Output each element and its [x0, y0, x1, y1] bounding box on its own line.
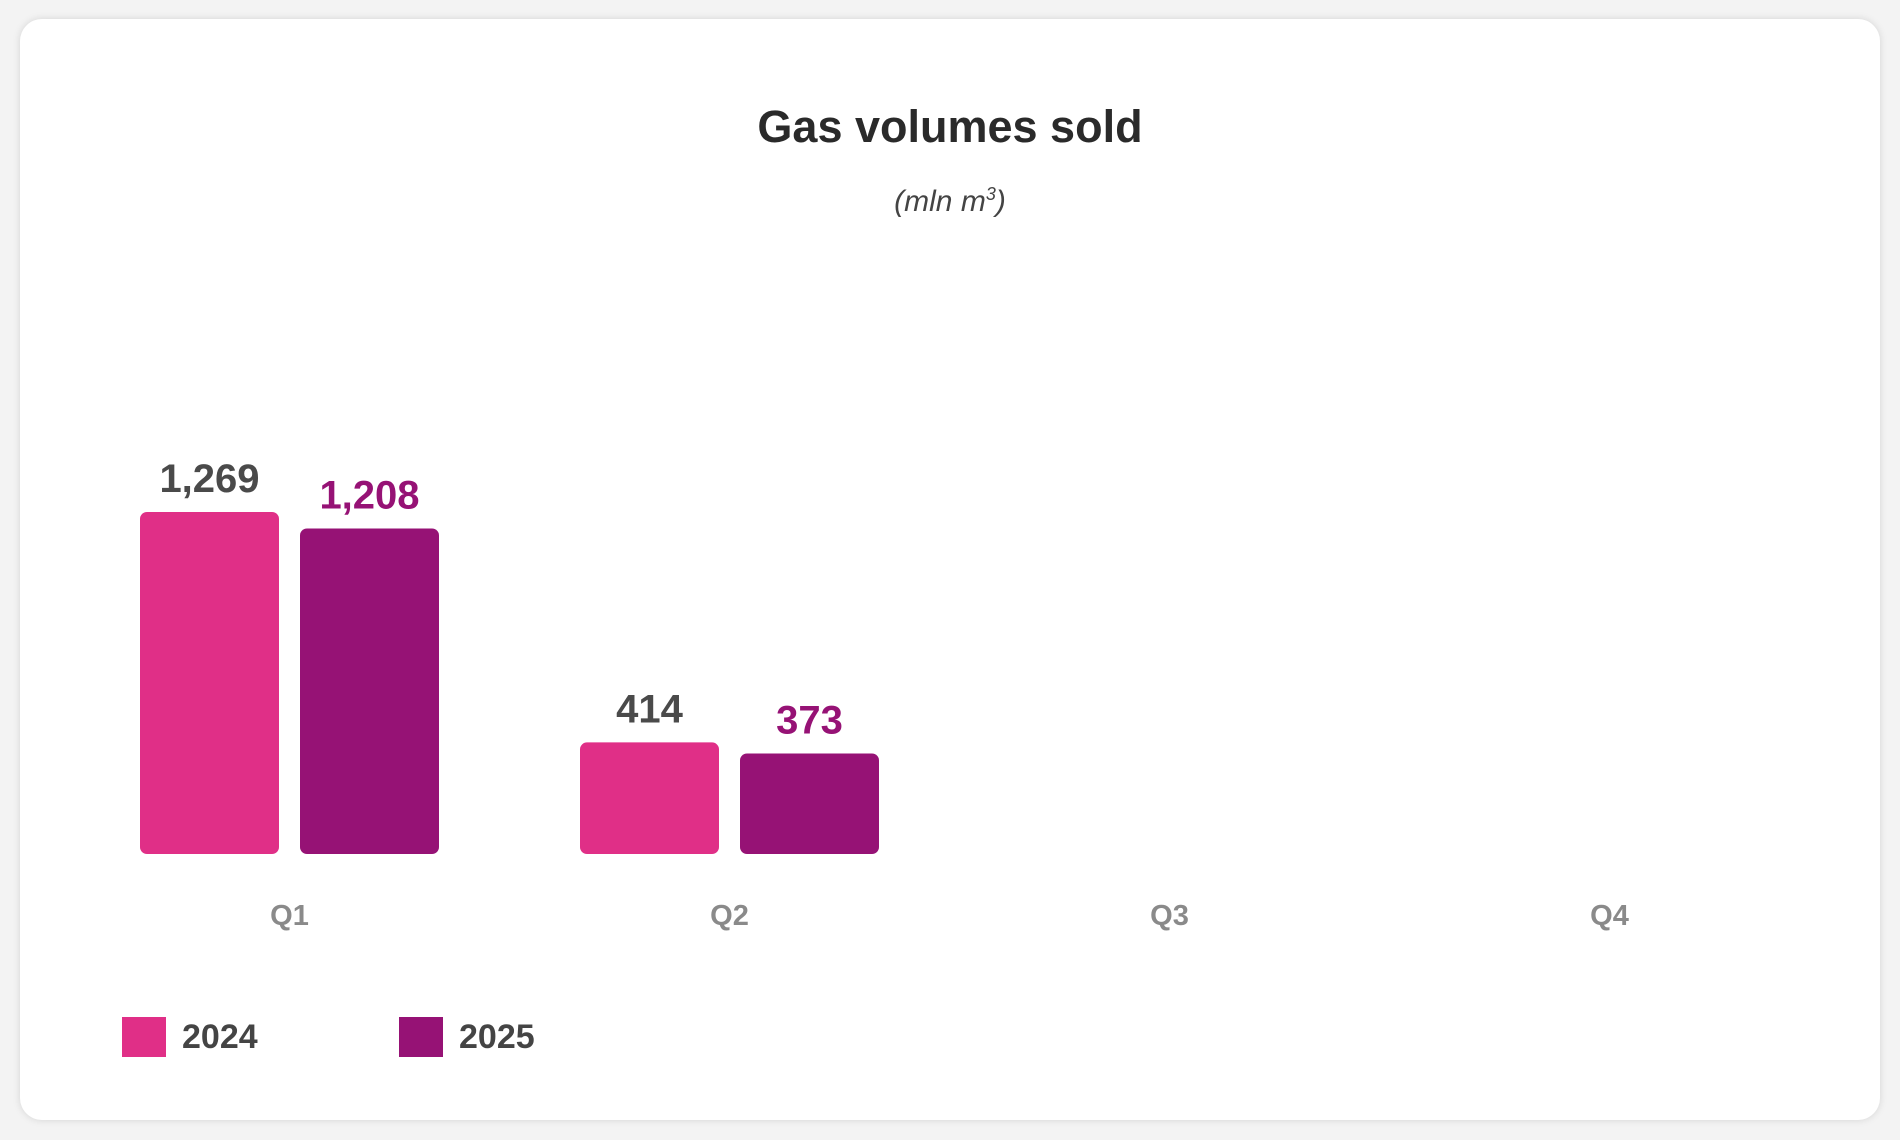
data-label-q1-2025: 1,208: [319, 473, 419, 517]
legend-label-2024: 2024: [182, 1017, 258, 1056]
category-label-q4: Q4: [1590, 900, 1629, 932]
category-label-q2: Q2: [710, 900, 749, 932]
legend-swatch-2025: [399, 1017, 443, 1057]
data-label-q2-2024: 414: [616, 687, 683, 731]
subtitle-superscript: 3: [985, 184, 996, 204]
bar-q1-2024: [140, 512, 279, 854]
category-label-q1: Q1: [270, 900, 309, 932]
bar-q2-2025: [740, 753, 879, 854]
chart-title: Gas volumes sold: [757, 101, 1143, 152]
bar-q1-2025: [300, 528, 439, 854]
chart-card: Gas volumes sold (mln m3) 1,269 1,208 Q1 41…: [20, 19, 1880, 1120]
legend-item-2024: 2024: [122, 1016, 258, 1058]
legend-label-2025: 2025: [459, 1017, 535, 1056]
category-label-q3: Q3: [1150, 900, 1189, 932]
bar-chart: 1,269 1,208 Q1 414 373 Q2 Q3 Q4: [140, 457, 1629, 932]
data-label-q1-2024: 1,269: [159, 457, 259, 501]
subtitle-suffix: ): [995, 185, 1006, 218]
subtitle-prefix: (mln m: [894, 185, 986, 218]
chart-subtitle: (mln m3): [20, 185, 1880, 219]
bar-q2-2024: [580, 742, 719, 854]
data-label-q2-2025: 373: [776, 698, 843, 742]
legend-item-2025: 2025: [399, 1016, 535, 1058]
legend-swatch-2024: [122, 1017, 166, 1057]
